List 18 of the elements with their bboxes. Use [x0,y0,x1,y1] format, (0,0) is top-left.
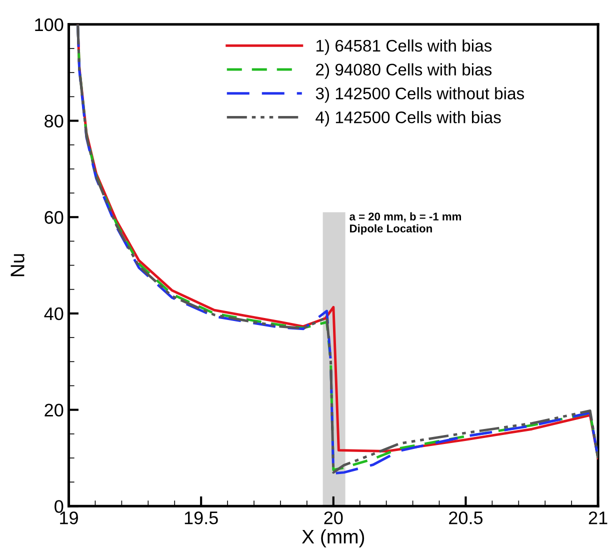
annotation: a = 20 mm, b = -1 mm Dipole Location [350,212,461,235]
legend-label: 2) 94080 Cells with bias [316,63,492,79]
x-tick-label: 20.5 [449,512,483,524]
x-tick-label: 19 [60,512,78,524]
x-tick-label: 21 [588,512,608,524]
y-tick-label: 100 [35,18,64,32]
x-axis-title: X (mm) [302,529,364,548]
legend-label: 1) 64581 Cells with bias [316,39,492,55]
x-tick-label: 19.5 [184,512,218,524]
x-tick-label: 20 [324,512,343,524]
y-tick-label: 20 [44,404,64,417]
y-tick-label: 0 [54,500,64,513]
y-axis-title: Nu [10,254,24,276]
y-tick-label: 80 [44,114,64,128]
y-tick-label: 40 [44,307,64,320]
legend-label: 3) 142500 Cells without bias [316,87,524,103]
y-tick-label: 60 [44,211,64,224]
legend-label: 4) 142500 Cells with bias [316,111,501,127]
